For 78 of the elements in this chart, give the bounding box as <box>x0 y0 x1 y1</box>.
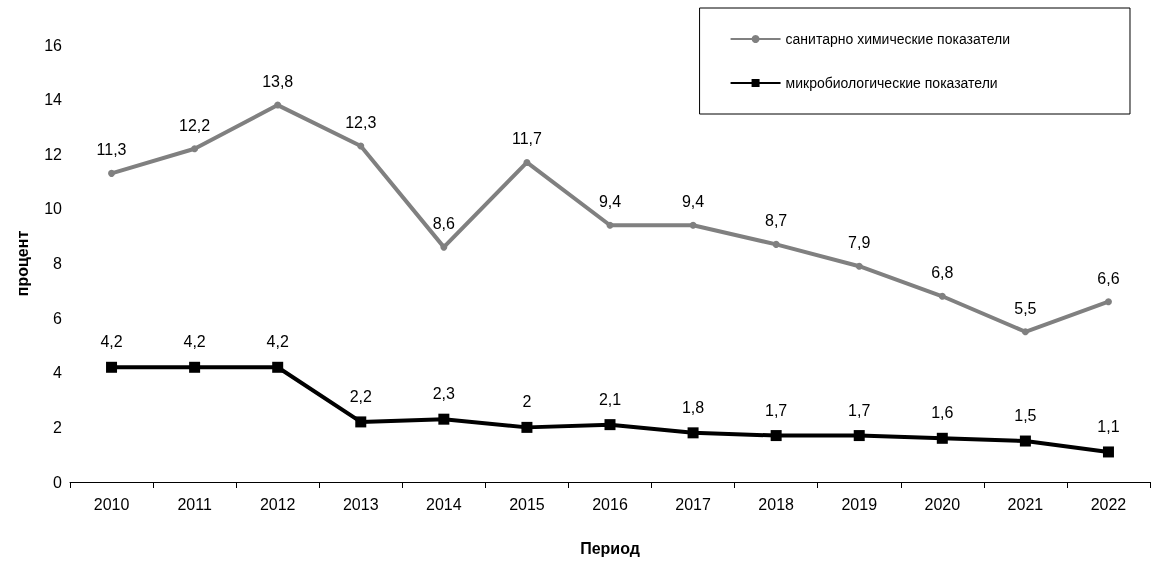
point <box>357 142 365 150</box>
point <box>108 169 116 177</box>
data-label: 1,8 <box>681 398 705 416</box>
y-axis-title: процент <box>13 230 31 297</box>
x-tick-label: 2019 <box>841 495 878 513</box>
data-label: 6,6 <box>1097 269 1120 287</box>
data-label: 8,6 <box>432 215 456 233</box>
legend-label: микробиологические показатели <box>785 75 998 91</box>
data-label: 11,7 <box>511 130 542 148</box>
point <box>1104 298 1112 306</box>
data-label: 2,2 <box>349 387 372 405</box>
x-tick-label: 2010 <box>93 495 130 513</box>
data-label: 5,5 <box>1014 299 1037 317</box>
point <box>189 361 201 373</box>
data-label: 2,1 <box>598 390 622 408</box>
x-tick-label: 2018 <box>758 495 795 513</box>
point <box>936 432 948 444</box>
point <box>272 361 284 373</box>
data-label: 2 <box>522 393 532 411</box>
x-tick-label: 2022 <box>1090 495 1127 513</box>
data-label: 1,6 <box>931 404 954 422</box>
point <box>687 427 699 439</box>
point <box>855 262 863 270</box>
x-tick-label: 2013 <box>342 495 379 513</box>
x-axis-title: Период <box>580 539 640 557</box>
point <box>772 240 780 248</box>
point <box>1021 328 1029 336</box>
y-tick-label: 12 <box>44 145 63 163</box>
data-label: 12,2 <box>179 116 211 134</box>
data-label: 4,2 <box>266 333 289 351</box>
data-label: 13,8 <box>262 73 294 91</box>
point <box>191 145 199 153</box>
data-label: 1,5 <box>1014 407 1037 425</box>
legend-label: санитарно химические показатели <box>785 31 1011 47</box>
y-tick-label: 2 <box>53 418 63 436</box>
y-tick-label: 0 <box>53 473 63 491</box>
data-label: 4,2 <box>183 333 206 351</box>
data-label: 1,7 <box>765 401 788 419</box>
point <box>606 221 614 229</box>
point <box>853 430 865 442</box>
point <box>523 158 531 166</box>
x-tick-label: 2021 <box>1007 495 1044 513</box>
x-tick-label: 2020 <box>924 495 961 513</box>
y-tick-label: 8 <box>53 255 63 272</box>
x-tick-label: 2015 <box>509 495 545 513</box>
point <box>1102 446 1114 458</box>
y-tick-label: 10 <box>44 200 63 218</box>
y-tick-label: 16 <box>44 36 63 54</box>
data-label: 2,3 <box>432 385 456 403</box>
x-tick-label: 2011 <box>177 495 212 513</box>
point <box>355 416 367 428</box>
data-label: 11,3 <box>96 141 127 159</box>
data-label: 1,7 <box>848 401 871 419</box>
data-label: 8,7 <box>765 212 788 230</box>
point <box>770 430 782 442</box>
y-tick-label: 14 <box>44 91 63 109</box>
x-tick-label: 2012 <box>259 495 296 513</box>
point <box>440 243 448 251</box>
point <box>1019 435 1031 447</box>
point <box>438 413 450 425</box>
point <box>521 421 533 433</box>
point <box>274 101 282 109</box>
point <box>938 292 946 300</box>
point <box>106 361 118 373</box>
point <box>689 221 697 229</box>
x-tick-label: 2016 <box>592 495 628 513</box>
x-tick-label: 2014 <box>426 495 462 513</box>
data-label: 9,4 <box>681 193 705 211</box>
x-tick-label: 2017 <box>675 495 711 513</box>
data-label: 12,3 <box>345 114 377 132</box>
data-label: 9,4 <box>598 193 622 211</box>
point <box>604 419 616 431</box>
data-label: 7,9 <box>848 234 871 252</box>
y-tick-label: 6 <box>53 309 63 327</box>
data-label: 1,1 <box>1097 417 1120 435</box>
y-tick-label: 4 <box>53 364 63 382</box>
data-label: 4,2 <box>100 333 123 351</box>
data-label: 6,8 <box>931 264 954 282</box>
